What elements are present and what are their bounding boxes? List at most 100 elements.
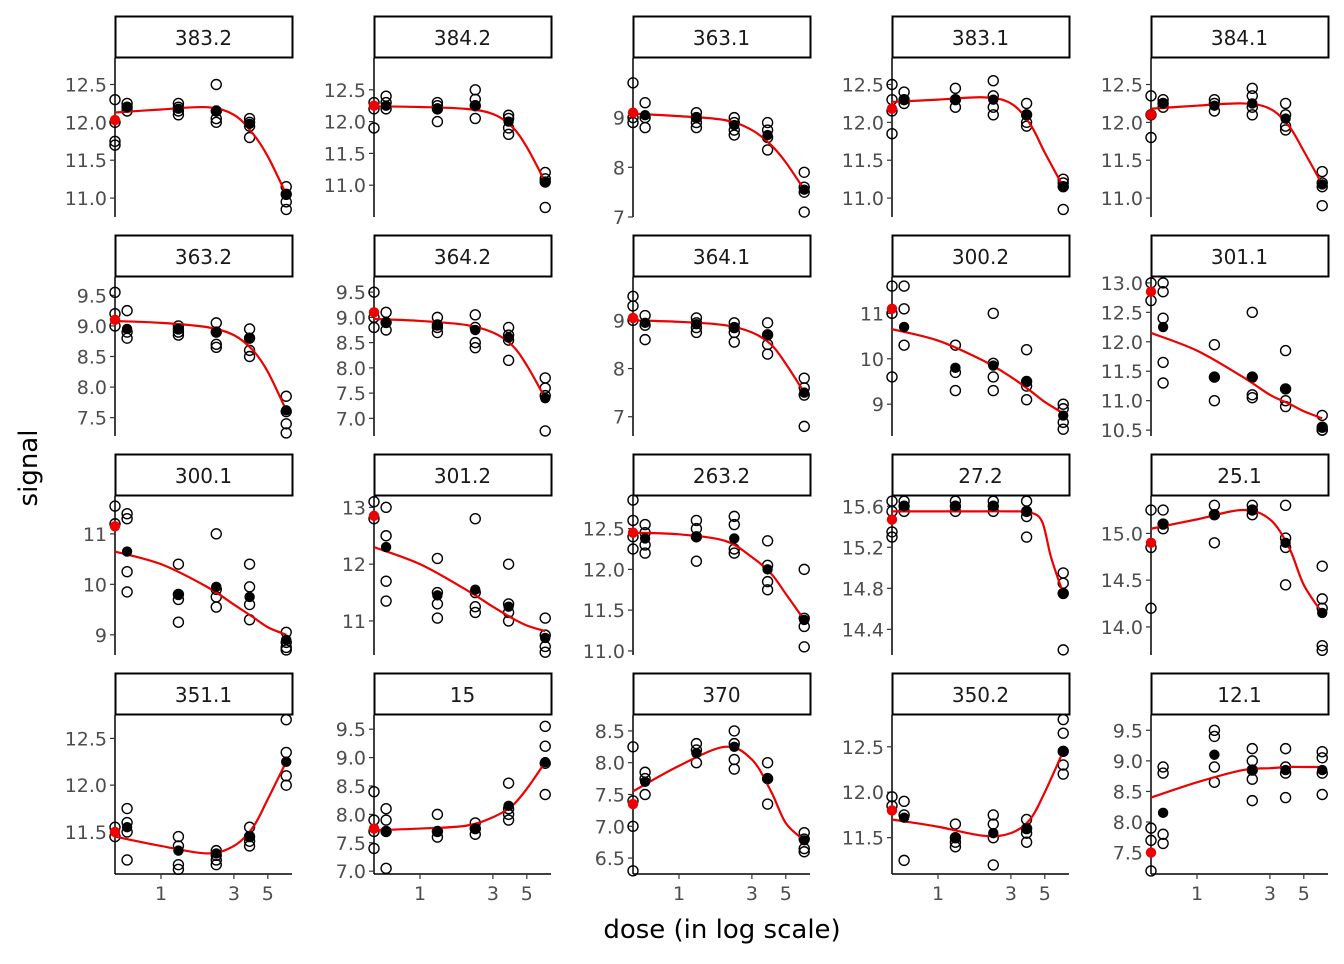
mean-point xyxy=(691,112,702,123)
mean-point xyxy=(729,741,740,752)
facet-strip-label: 384.2 xyxy=(434,26,491,50)
y-tick-label: 10 xyxy=(860,349,884,371)
observation-point xyxy=(380,530,392,542)
facet-panel: 25.1 14.0 14.5 15.0 xyxy=(1101,453,1330,657)
observation-point xyxy=(109,135,121,147)
y-tick-label: 11.5 xyxy=(65,822,107,844)
observation-point xyxy=(469,84,481,96)
mean-point xyxy=(432,826,443,837)
mean-point xyxy=(281,189,292,200)
mean-point xyxy=(762,564,773,575)
fit-curve xyxy=(114,761,288,855)
mean-point xyxy=(762,773,773,784)
observation-point xyxy=(210,528,222,540)
observation-point xyxy=(280,713,292,726)
y-tick-label: 7 xyxy=(613,407,625,429)
observation-point xyxy=(1157,828,1169,840)
control-mean-point xyxy=(109,826,121,838)
observation-point xyxy=(987,371,999,383)
facet-strip xyxy=(114,15,294,59)
mean-point xyxy=(1209,749,1220,760)
mean-point xyxy=(503,800,514,812)
facet-panel: 263.2 11.0 11.5 12.0 12.5 xyxy=(583,453,812,663)
observation-point xyxy=(280,770,292,782)
observation-point xyxy=(368,321,380,334)
observation-point xyxy=(210,116,222,129)
y-tick-label: 7.0 xyxy=(595,816,625,838)
observation-point xyxy=(210,78,222,91)
observation-point xyxy=(728,763,740,775)
fit-curve xyxy=(891,96,1065,188)
fit-curve xyxy=(1150,102,1324,185)
observation-point xyxy=(761,798,774,810)
observation-point xyxy=(1316,409,1328,422)
observation-point xyxy=(280,427,292,439)
observation-point xyxy=(1145,90,1157,102)
mean-point xyxy=(691,319,702,330)
facet-panel: 350.2 11.5 12.0 12.5 1 3 5 xyxy=(842,672,1071,905)
facet-panels: 383.211.011.512.012.5384.211.011.512.012… xyxy=(65,15,1330,905)
y-tick-label: 15.6 xyxy=(842,496,884,518)
mean-point xyxy=(898,94,910,105)
mean-point xyxy=(173,103,184,114)
observation-point xyxy=(243,350,256,363)
facet-panel: 351.1 11.5 12.0 12.5 1 3 5 xyxy=(65,672,294,905)
mean-point xyxy=(762,129,773,141)
facet-strip xyxy=(373,234,553,278)
observation-point xyxy=(380,862,392,875)
observation-point xyxy=(728,518,740,531)
observation-point xyxy=(539,612,551,624)
observation-point xyxy=(1279,579,1292,591)
y-tick-label: 8.5 xyxy=(336,333,366,355)
y-tick-label: 11.5 xyxy=(842,828,884,850)
x-tick-label: 5 xyxy=(1298,883,1310,905)
y-tick-label: 6.5 xyxy=(595,848,625,870)
observation-point xyxy=(539,788,551,801)
observation-point xyxy=(121,332,133,344)
observation-point xyxy=(502,814,515,826)
y-tick-label: 13.0 xyxy=(1101,273,1143,295)
mean-point xyxy=(503,601,514,612)
observation-point xyxy=(1316,745,1328,758)
observation-point xyxy=(886,791,898,803)
fit-curve xyxy=(891,750,1065,838)
mean-point xyxy=(380,826,392,837)
facet-strip xyxy=(114,234,294,278)
observation-point xyxy=(987,75,999,87)
mean-point xyxy=(380,541,392,553)
observation-point xyxy=(539,646,551,658)
mean-point xyxy=(173,323,184,335)
observation-point xyxy=(627,300,639,312)
mean-point xyxy=(470,823,481,834)
y-tick-label: 8.5 xyxy=(77,347,107,369)
observation-point xyxy=(380,501,392,514)
observation-point xyxy=(1145,822,1157,834)
mean-point xyxy=(281,405,292,416)
y-tick-label: 9.0 xyxy=(336,307,366,329)
mean-point xyxy=(898,321,910,333)
observation-point xyxy=(690,555,703,567)
observation-point xyxy=(109,139,121,151)
observation-point xyxy=(539,425,551,437)
observation-point xyxy=(761,584,774,596)
observation-point xyxy=(1145,834,1157,847)
facet-strip-label: 27.2 xyxy=(958,464,1003,488)
mean-point xyxy=(540,632,551,644)
fit-curve xyxy=(373,317,547,399)
observation-point xyxy=(1208,537,1221,549)
observation-point xyxy=(280,779,292,791)
mean-point xyxy=(691,747,702,759)
y-tick-label: 9.0 xyxy=(77,316,107,338)
observation-point xyxy=(210,601,222,613)
observation-point xyxy=(798,563,810,576)
observation-point xyxy=(469,341,481,354)
observation-point xyxy=(886,78,898,91)
observation-point xyxy=(1316,639,1328,652)
mean-point xyxy=(1157,98,1169,109)
mean-point xyxy=(211,326,222,338)
observation-point xyxy=(121,854,133,866)
observation-point xyxy=(761,757,774,769)
observation-point xyxy=(380,802,392,815)
mean-point xyxy=(244,591,255,603)
